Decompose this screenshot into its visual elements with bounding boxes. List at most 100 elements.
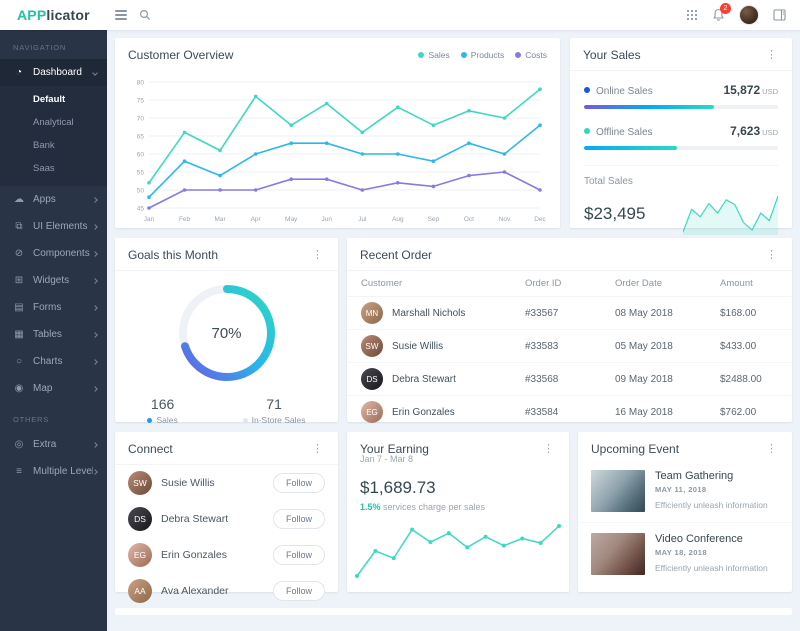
sidebar-subitem-bank[interactable]: Bank <box>33 140 55 151</box>
col-order-date: Order Date <box>607 271 712 297</box>
follow-button[interactable]: Follow <box>272 581 325 601</box>
svg-text:May: May <box>285 216 298 223</box>
upcoming-event-card: Upcoming Event ⋮ Team Gathering MAY 11, … <box>578 432 792 592</box>
list-item[interactable]: Video Conference MAY 18, 2018 Efficientl… <box>578 522 792 585</box>
offline-sales-progress-fill <box>584 146 678 150</box>
list-item[interactable]: Team Gathering MAY 11, 2018 Efficiently … <box>578 460 792 522</box>
apps-grid-icon[interactable] <box>686 9 698 21</box>
chevron-right-icon <box>92 250 98 257</box>
sidebar-item-extra[interactable]: ◎ Extra <box>0 431 107 458</box>
online-sales-unit: USD <box>762 87 778 96</box>
person-avatar: AA <box>128 579 152 603</box>
kebab-menu-icon[interactable]: ⋮ <box>766 248 777 261</box>
logo-rest: licator <box>46 7 90 23</box>
search-icon[interactable] <box>139 9 151 21</box>
sidebar-item-forms[interactable]: ▤ Forms <box>0 294 107 321</box>
pie-chart-icon: ○ <box>15 356 23 367</box>
notification-badge: 2 <box>720 3 731 14</box>
offline-sales-value: 7,623 <box>730 124 761 138</box>
hamburger-bars <box>115 8 127 22</box>
table-row[interactable]: EG Erin Gonzales #33584 16 May 2018 $762.… <box>347 396 792 429</box>
kebab-menu-icon[interactable]: ⋮ <box>543 442 554 455</box>
chart-legend: Sales Products Costs <box>418 50 547 60</box>
col-customer: Customer <box>347 271 517 297</box>
user-avatar[interactable] <box>739 5 759 25</box>
kebab-menu-icon[interactable]: ⋮ <box>766 48 777 61</box>
dashboard-submenu: Default Analytical Bank Saas <box>0 86 107 186</box>
svg-text:Apr: Apr <box>251 216 262 223</box>
legend-item-costs[interactable]: Costs <box>515 50 547 60</box>
sidebar-item-components[interactable]: ⊘ Components <box>0 240 107 267</box>
table-row[interactable]: SW Susie Willis #33583 05 May 2018 $433.0… <box>347 329 792 363</box>
legend-item-products[interactable]: Products <box>460 50 504 60</box>
total-sales-label: Total Sales <box>584 176 633 187</box>
instore-stat-dot <box>242 417 248 423</box>
sidebar-item-charts[interactable]: ○ Charts <box>0 348 107 375</box>
legend-item-sales[interactable]: Sales <box>418 50 450 60</box>
sidebar-item-multiple-levels[interactable]: ≡ Multiple Levels <box>0 458 107 485</box>
online-sales-label: Online Sales <box>596 86 653 97</box>
nav-section-label: NAVIGATION <box>13 43 67 52</box>
notifications-button[interactable]: 2 <box>712 3 731 22</box>
customer-overview-line-chart: 45 50 55 60 65 70 75 80 Jan Feb Mar Apr May Jun Jul Aug… <box>137 79 547 223</box>
kebab-menu-icon[interactable]: ⋮ <box>312 248 323 261</box>
svg-text:Jul: Jul <box>358 216 367 223</box>
sidebar-item-map[interactable]: ◉ Map <box>0 375 107 402</box>
sidebar-subitem-analytical[interactable]: Analytical <box>33 117 74 128</box>
sidebar-item-apps[interactable]: ☁ Apps <box>0 186 107 213</box>
event-date: MAY 11, 2018 <box>655 485 707 494</box>
cloud-icon: ☁ <box>14 194 24 205</box>
follow-button[interactable]: Follow <box>272 509 325 529</box>
others-section-label: OTHERS <box>13 415 50 424</box>
sidebar-item-dashboard[interactable]: ◔ Dashboard <box>0 59 107 86</box>
kebab-menu-icon[interactable]: ⋮ <box>766 442 777 455</box>
goals-donut-chart <box>178 285 275 381</box>
widgets-grid-icon: ⊞ <box>14 275 24 286</box>
table-icon: ▦ <box>14 329 24 340</box>
chevron-right-icon <box>92 441 98 448</box>
sidebar-subitem-saas[interactable]: Saas <box>33 163 55 174</box>
kebab-menu-icon[interactable]: ⋮ <box>312 442 323 455</box>
offline-sales-row: Offline Sales 7,623 USD <box>584 124 778 150</box>
main-content: Customer Overview Sales Products Costs 4… <box>107 30 800 631</box>
your-sales-card: Your Sales ⋮ Online Sales 15,872 USD Offl… <box>570 38 792 235</box>
offline-sales-dot <box>584 128 590 134</box>
event-description: Efficiently unleash information <box>655 563 768 573</box>
online-sales-progress-track <box>584 105 778 109</box>
goals-card: Goals this Month ⋮ 70% 166 Sales 71 In-S… <box>115 238 338 425</box>
event-description: Efficiently unleash information <box>655 500 768 510</box>
svg-text:Nov: Nov <box>499 216 511 223</box>
panel-toggle-icon[interactable] <box>773 9 786 21</box>
app-logo[interactable]: APPlicator <box>0 7 107 23</box>
chevron-right-icon <box>92 196 98 203</box>
orders-table: Customer Order ID Order Date Amount MN Ma… <box>347 271 792 428</box>
follow-button[interactable]: Follow <box>272 473 325 493</box>
earning-note: 1.5% services charge per sales <box>360 502 486 512</box>
online-sales-dot <box>584 87 590 93</box>
table-row[interactable]: DS Debra Stewart #33568 09 May 2018 $2488… <box>347 362 792 396</box>
person-avatar: SW <box>128 471 152 495</box>
card-title: Your Earning <box>360 442 429 456</box>
chevron-down-icon <box>92 69 98 76</box>
table-row[interactable]: MN Marshall Nichols #33567 08 May 2018 $1… <box>347 296 792 330</box>
layers-icon: ⧉ <box>15 221 23 232</box>
sidebar-item-ui-elements[interactable]: ⧉ UI Elements <box>0 213 107 240</box>
svg-text:Oct: Oct <box>464 216 474 223</box>
map-pin-icon: ◉ <box>14 383 24 394</box>
svg-text:Sep: Sep <box>428 216 440 223</box>
follow-button[interactable]: Follow <box>272 545 325 565</box>
card-title: Goals this Month <box>128 248 219 262</box>
svg-text:80: 80 <box>137 79 145 86</box>
svg-text:65: 65 <box>137 133 145 140</box>
hamburger-menu-icon[interactable] <box>115 8 127 22</box>
sidebar-item-tables[interactable]: ▦ Tables <box>0 321 107 348</box>
card-title: Your Sales <box>583 48 641 62</box>
sidebar-subitem-default[interactable]: Default <box>33 94 66 105</box>
logo-accent: APP <box>17 7 47 23</box>
offline-sales-progress-track <box>584 146 778 150</box>
legend-dot <box>460 52 467 58</box>
sidebar-item-widgets[interactable]: ⊞ Widgets <box>0 267 107 294</box>
sales-stat-value: 166 <box>150 396 175 412</box>
chevron-right-icon <box>92 223 98 230</box>
svg-text:Jan: Jan <box>144 216 155 223</box>
